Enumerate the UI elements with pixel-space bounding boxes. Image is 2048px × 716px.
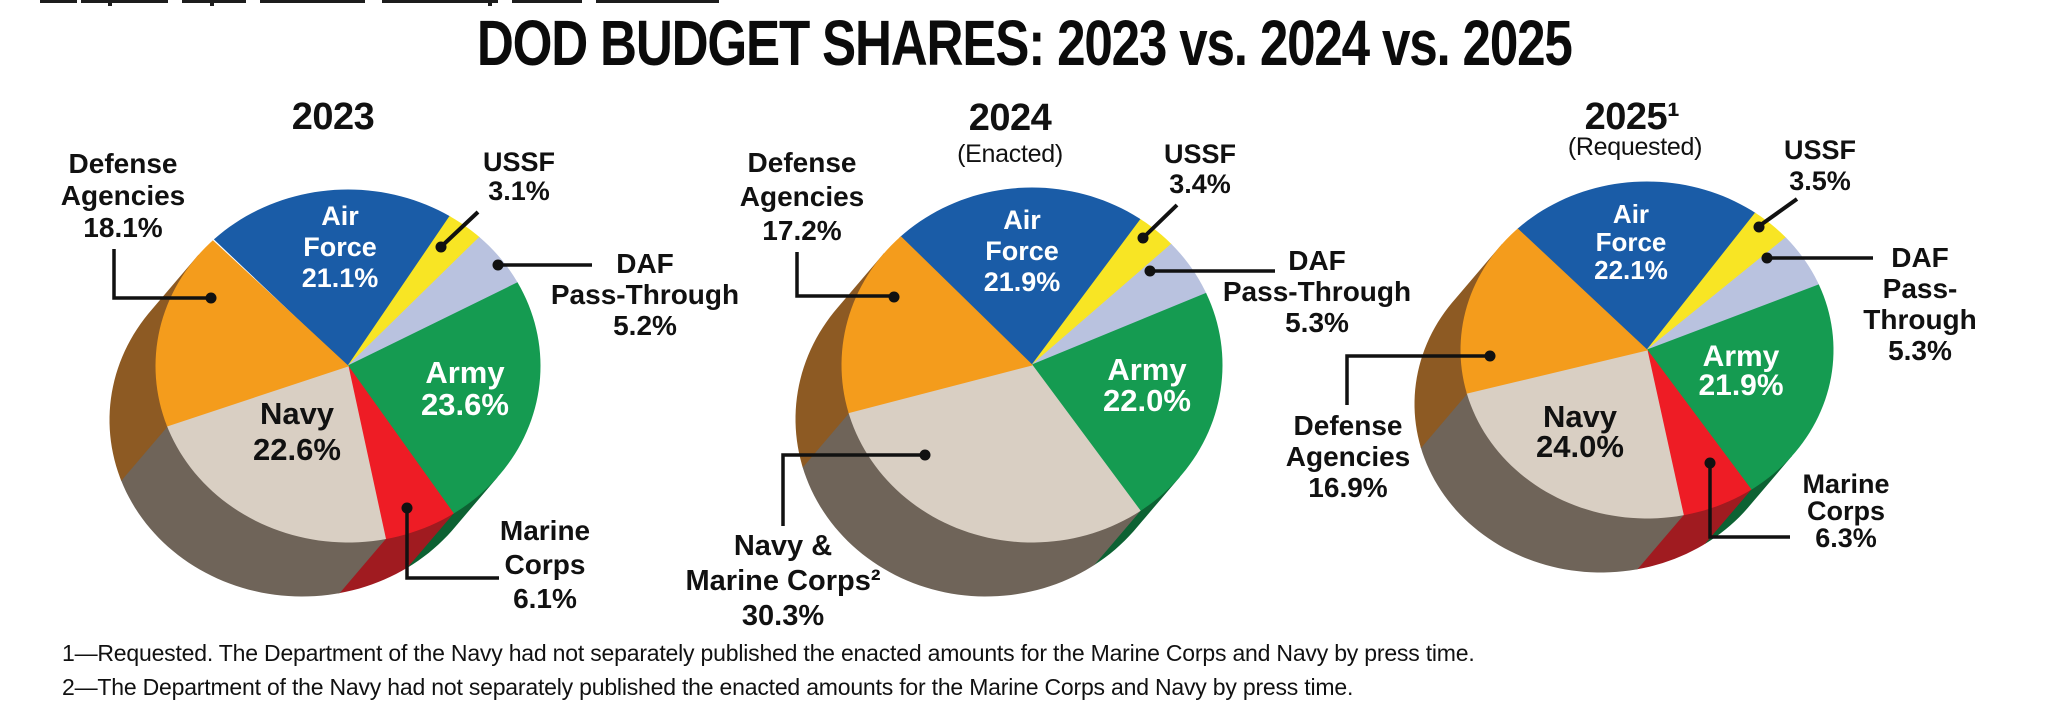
pie-2023-label-ussf: USSF 3.1%: [482, 147, 556, 206]
pie-2024-label-ussf: USSF 3.4%: [1163, 139, 1237, 199]
pie-2024-label-daf-pass-through: DAF Pass-Through 5.3%: [1222, 245, 1412, 338]
leader-line-2023-ussf: [442, 210, 480, 246]
cropped-text-fragment: [182, 0, 246, 3]
pie-2023-slice-marine_corps: [347, 365, 454, 540]
pie-2023-label-army: Army 23.6%: [421, 355, 509, 422]
leader-dot-2025-defense-agencies: [1484, 350, 1496, 362]
pie-2025-label-navy: Navy 24.0%: [1536, 399, 1624, 464]
page-title: DOD BUDGET SHARES: 2023 vs. 2024 vs. 202…: [0, 6, 2048, 80]
pie-2025-slice-daf_pass_through: [1646, 237, 1820, 351]
pie-2024-label-air-force: Air Force 21.9%: [983, 205, 1061, 297]
pie-2024-slice-defense_agencies: [841, 236, 1033, 414]
footnote-1: 1—Requested. The Department of the Navy …: [62, 640, 1475, 666]
leader-dot-2023-ussf: [435, 241, 447, 253]
cropped-text-fragment: [40, 0, 77, 3]
leader-line-2025-ussf: [1760, 197, 1799, 226]
pie-2023-slice-daf_pass_through: [347, 236, 518, 367]
pie-2024-slice-navy_marine_corps: [848, 364, 1141, 543]
pie-2024-subtitle: (Enacted): [957, 140, 1063, 168]
leader-dot-2023-daf-pass-through: [492, 259, 504, 271]
leader-line-2024-navy-marine-corps: [781, 453, 920, 526]
pie-2025-label-marine-corps: Marine Corps 6.3%: [1802, 469, 1890, 553]
leader-dot-2025-ussf: [1753, 221, 1765, 233]
cropped-text-fragment: [210, 0, 214, 6]
cropped-text-fragment: [596, 0, 719, 3]
pie-2025-slice-navy: [1466, 349, 1684, 519]
leader-line-2025-defense-agencies: [1345, 354, 1485, 405]
cropped-text-fragment: [488, 0, 492, 6]
leader-line-2025-marine-corps: [1708, 468, 1790, 539]
pie-2025-slice-army: [1646, 284, 1834, 491]
leader-dot-2023-defense-agencies: [205, 292, 217, 304]
cropped-text-fragment: [260, 0, 365, 3]
pie-2024-slice-daf_pass_through: [1031, 243, 1207, 366]
pie-2025-subtitle: (Requested): [1567, 133, 1703, 161]
page-title-text: DOD BUDGET SHARES: 2023 vs. 2024 vs. 202…: [476, 7, 1573, 79]
pie-2023-label-daf-pass-through: DAF Pass-Through 5.2%: [550, 248, 740, 341]
pie-2023-slice-ussf: [347, 216, 480, 367]
cropped-text-fragment: [81, 0, 168, 3]
pie-2023-slice-navy: [166, 365, 387, 543]
leader-dot-2023-marine-corps: [401, 502, 413, 514]
pie-2023-slice-defense_agencies: [155, 240, 349, 427]
pie-2023-label-navy: Navy 22.6%: [253, 396, 341, 467]
cropped-text-fragment: [382, 0, 498, 3]
pie-2023-slice-air_force: [213, 189, 451, 367]
leader-dot-2025-daf-pass-through: [1761, 252, 1773, 264]
pie-2024-title: 2024: [968, 97, 1052, 139]
leader-dot-2024-defense-agencies: [888, 291, 900, 303]
footnote-2: 2—The Department of the Navy had not sep…: [62, 674, 1354, 700]
pie-2023-title: 2023: [291, 96, 375, 138]
pie-2025-label-daf-pass-through: DAF Pass-Through 5.3%: [1863, 242, 1977, 366]
pie-2024-slice-air_force: [899, 187, 1142, 366]
leader-dot-2024-daf-pass-through: [1144, 265, 1156, 277]
pie-2023-slice-army: [347, 282, 541, 514]
pie-2025-label-army: Army 21.9%: [1698, 340, 1784, 402]
leader-line-2024-defense-agencies: [795, 252, 890, 298]
pie-2025-slice-marine_corps: [1646, 349, 1752, 516]
pie-2023-label-defense-agencies: Defense Agencies 18.1%: [60, 148, 186, 243]
cropped-text-fragment: [108, 0, 112, 6]
pie-2023-label-air-force: Air Force 21.1%: [301, 201, 379, 293]
pie-2025-label-air-force: Air Force 22.1%: [1594, 199, 1668, 285]
pie-2025-title: 2025¹: [1584, 96, 1680, 138]
pie-2023-label-marine-corps: Marine Corps 6.1%: [499, 515, 591, 614]
pie-2025-slice-defense_agencies: [1460, 228, 1649, 394]
pie-2024-slice-army: [1031, 292, 1223, 512]
pie-2025-label-defense-agencies: Defense Agencies 16.9%: [1285, 410, 1411, 503]
leader-line-2023-marine-corps: [405, 513, 499, 580]
leader-dot-2024-ussf: [1137, 232, 1149, 244]
leader-dot-2024-navy-marine-corps: [919, 449, 931, 461]
cropped-text-fragment: [512, 0, 582, 3]
leader-dot-2025-marine-corps: [1704, 457, 1716, 469]
leader-line-2024-ussf: [1144, 203, 1179, 237]
pie-2024-label-defense-agencies: Defense Agencies 17.2%: [739, 147, 865, 246]
pie-2024-label-army: Army 22.0%: [1103, 352, 1191, 418]
leader-line-2023-defense-agencies: [112, 249, 206, 300]
pie-2025-label-ussf: USSF 3.5%: [1783, 135, 1857, 196]
pie-2025-slice-ussf: [1646, 212, 1787, 351]
pie-2024-label-navy-marine-corps: Navy & Marine Corps² 30.3%: [685, 530, 881, 632]
pie-2025-slice-air_force: [1517, 181, 1756, 351]
